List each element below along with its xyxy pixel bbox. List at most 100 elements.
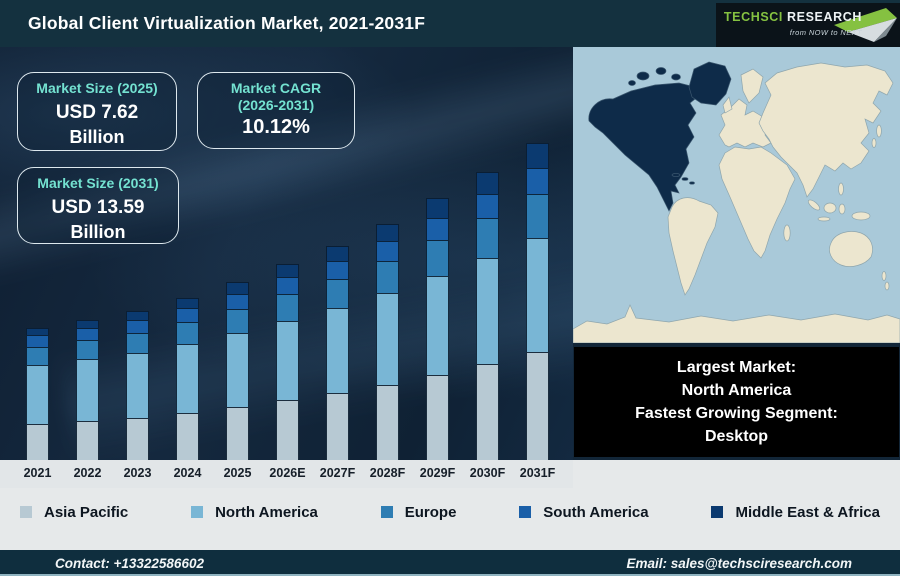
bar-segment-europe	[226, 309, 249, 333]
bar-segment-south-america	[376, 241, 399, 261]
axis-label-2024: 2024	[173, 466, 202, 480]
bar-segment-asia-pacific	[226, 407, 249, 460]
bar-segment-europe	[526, 194, 549, 238]
bar-segment-south-america	[26, 335, 49, 347]
bar-segment-europe	[76, 340, 99, 359]
bar-segment-north-america	[526, 238, 549, 352]
bar-2023	[126, 311, 149, 460]
bar-2028F	[376, 224, 399, 460]
legend-item-south-america: South America	[519, 503, 649, 521]
bar-2024	[176, 298, 199, 460]
stat-box-market-size-2031: Market Size (2031) USD 13.59 Billion	[17, 167, 179, 244]
bar-segment-asia-pacific	[126, 418, 149, 460]
axis-label-2028F: 2028F	[369, 466, 406, 480]
bar-segment-asia-pacific	[276, 400, 299, 460]
axis-label-2026E: 2026E	[269, 466, 306, 480]
bar-segment-north-america	[226, 333, 249, 407]
bar-segment-europe	[26, 347, 49, 365]
legend-item-europe: Europe	[380, 503, 457, 521]
bar-segment-south-america	[426, 218, 449, 240]
bar-segment-north-america	[26, 365, 49, 424]
contact-email: Email: sales@techsciresearch.com	[626, 555, 852, 571]
bar-segment-middle-east-africa	[476, 172, 499, 194]
bar-segment-middle-east-africa	[376, 224, 399, 241]
right-panel: Largest Market: North America Fastest Gr…	[573, 47, 900, 460]
bar-2026E	[276, 264, 299, 460]
bar-segment-south-america	[276, 277, 299, 294]
bar-segment-middle-east-africa	[276, 264, 299, 277]
legend-item-middle-east-africa: Middle East & Africa	[711, 503, 880, 521]
legend-label: Asia Pacific	[44, 503, 129, 521]
bar-2021	[26, 328, 49, 460]
stacked-bar-chart	[0, 47, 573, 460]
axis-label-2025: 2025	[223, 466, 252, 480]
contact-phone: Contact: +13322586602	[55, 555, 204, 571]
bar-segment-asia-pacific	[326, 393, 349, 460]
bar-segment-north-america	[326, 308, 349, 393]
bar-segment-asia-pacific	[526, 352, 549, 460]
logo-tagline: from NOW to NEXT	[789, 28, 862, 37]
bar-segment-middle-east-africa	[426, 198, 449, 218]
bar-segment-asia-pacific	[476, 364, 499, 460]
bar-segment-middle-east-africa	[326, 246, 349, 261]
footer-bar: Contact: +13322586602 Email: sales@techs…	[0, 550, 900, 576]
axis-label-2021: 2021	[23, 466, 52, 480]
bar-segment-middle-east-africa	[226, 282, 249, 294]
legend-label: Europe	[404, 503, 457, 521]
bar-segment-europe	[426, 240, 449, 276]
bar-segment-north-america	[76, 359, 99, 421]
page-title: Global Client Virtualization Market, 202…	[28, 13, 426, 33]
bar-2027F	[326, 246, 349, 460]
bar-segment-asia-pacific	[376, 385, 399, 460]
legend-item-north-america: North America	[191, 504, 318, 521]
bar-segment-europe	[126, 333, 149, 353]
axis-label-2022: 2022	[73, 466, 102, 480]
stat-label: Market Size (2025)	[36, 80, 158, 96]
chart-legend: Asia Pacific North America Europe South Ame…	[0, 495, 900, 529]
header-bar: Global Client Virtualization Market, 202…	[0, 0, 900, 47]
bar-segment-asia-pacific	[76, 421, 99, 460]
bar-segment-europe	[376, 261, 399, 293]
bar-segment-north-america	[376, 293, 399, 385]
bar-segment-north-america	[426, 276, 449, 375]
legend-label: Middle East & Africa	[735, 503, 880, 521]
bar-segment-south-america	[126, 320, 149, 333]
legend-label: North America	[215, 503, 318, 521]
legend-swatch	[519, 506, 532, 518]
bar-segment-asia-pacific	[26, 424, 49, 460]
bar-segment-middle-east-africa	[126, 311, 149, 320]
bar-segment-south-america	[476, 194, 499, 218]
stat-value: 10.12%	[242, 116, 310, 138]
axis-label-2027F: 2027F	[319, 466, 356, 480]
stat-value: USD 13.59	[51, 197, 145, 218]
techsci-logo: TechSci Research from NOW to NEXT	[716, 3, 900, 47]
stat-box-market-cagr: Market CAGR (2026-2031) 10.12%	[197, 72, 355, 149]
axis-label-2031F: 2031F	[519, 466, 556, 480]
info-line: Desktop	[704, 428, 769, 445]
largest-market-panel: Largest Market: North America Fastest Gr…	[574, 347, 899, 457]
info-line: Fastest Growing Segment:	[635, 405, 838, 422]
bar-segment-north-america	[276, 321, 299, 400]
info-line: Largest Market:	[676, 359, 797, 376]
bottom-divider	[0, 574, 900, 576]
stat-label: Market CAGR	[230, 80, 322, 96]
world-map	[573, 47, 900, 343]
stat-value: USD 7.62	[55, 102, 139, 123]
legend-label: South America	[543, 503, 649, 521]
bar-2022	[76, 320, 99, 460]
logo-brand-primary: TechSci	[723, 10, 783, 24]
bar-segment-europe	[176, 322, 199, 344]
stat-label-line2: (2026-2031)	[237, 97, 315, 113]
bar-segment-europe	[326, 279, 349, 308]
stat-box-market-size-2025: Market Size (2025) USD 7.62 Billion	[17, 72, 177, 151]
legend-swatch	[191, 506, 204, 518]
bar-segment-middle-east-africa	[526, 143, 549, 168]
logo-text: TechSci Research from NOW to NEXT	[724, 11, 862, 39]
stat-unit: Billion	[69, 127, 125, 147]
bar-segment-south-america	[76, 328, 99, 340]
x-axis: 2021 2022 2023 2024 2025 2026E 2027F 2028F 2029F…	[0, 460, 573, 488]
bar-2025	[226, 282, 249, 460]
axis-label-2030F: 2030F	[469, 466, 506, 480]
arrow-icon	[834, 8, 897, 42]
